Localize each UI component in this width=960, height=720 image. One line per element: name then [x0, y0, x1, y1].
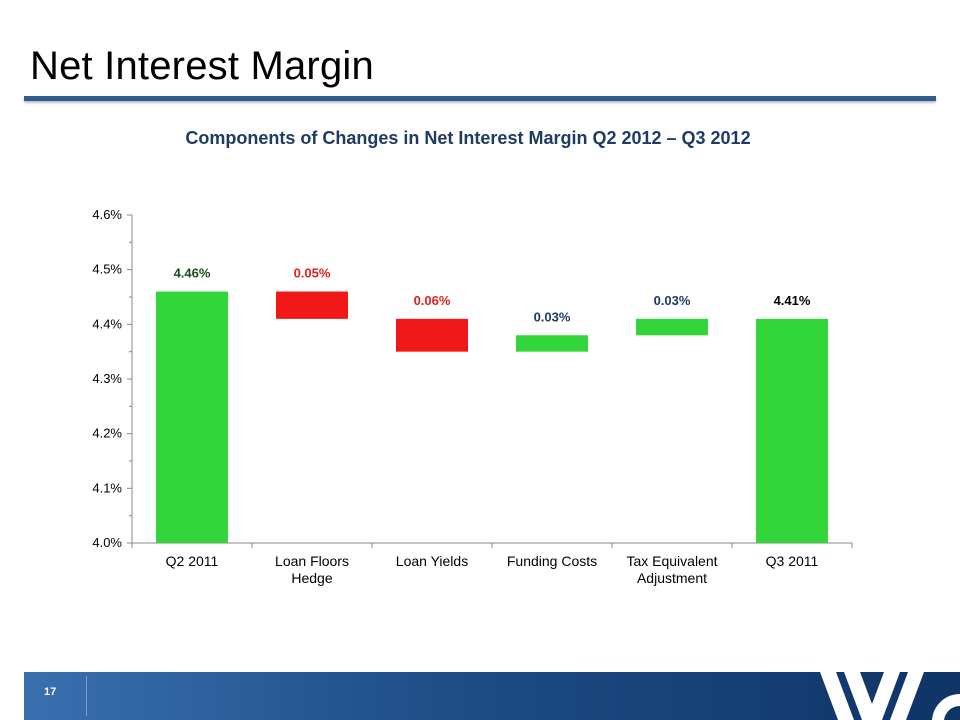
x-tick-label-5-0: Q3 2011	[766, 553, 819, 569]
bar-0	[156, 291, 228, 543]
y-tick-label-2: 4.2%	[92, 426, 122, 441]
waterfall-chart: 4.0% 4.1% 4.2% 4.3% 4.4% 4.5% 4.6% 4.46% Q2 2011…	[92, 207, 853, 586]
page-number: 17	[44, 686, 57, 698]
y-tick-label-5: 4.5%	[92, 262, 122, 277]
data-label-0: 4.46%	[174, 266, 211, 281]
y-tick-label-0: 4.0%	[92, 535, 122, 550]
bar-1	[276, 291, 348, 319]
data-label-1: 0.05%	[294, 266, 331, 281]
bar-5	[756, 318, 828, 543]
slide-title: Net Interest Margin	[30, 44, 374, 88]
x-tick-label-1-1: Hedge	[291, 570, 332, 586]
y-tick-label-6: 4.6%	[92, 207, 122, 222]
footer-divider	[86, 676, 87, 716]
x-tick-label-3-0: Funding Costs	[507, 553, 597, 569]
y-tick-label-4: 4.4%	[92, 316, 122, 331]
data-label-5: 4.41%	[774, 293, 811, 308]
x-tick-label-1-0: Loan Floors	[275, 553, 349, 569]
x-tick-label-2-0: Loan Yields	[396, 553, 468, 569]
data-label-4: 0.03%	[654, 293, 691, 308]
data-label-3: 0.03%	[534, 309, 571, 324]
y-tick-label-3: 4.3%	[92, 371, 122, 386]
bar-4	[636, 318, 708, 336]
company-logo-icon	[820, 672, 960, 720]
footer-bar	[24, 672, 960, 720]
data-label-2: 0.06%	[414, 293, 451, 308]
chart-title: Components of Changes in Net Interest Ma…	[185, 128, 751, 148]
bar-3	[516, 335, 588, 352]
title-rule	[24, 96, 936, 101]
y-tick-label-1: 4.1%	[92, 480, 122, 495]
x-tick-label-0-0: Q2 2011	[166, 553, 219, 569]
x-tick-label-4-0: Tax Equivalent	[626, 553, 717, 569]
bar-2	[396, 318, 468, 352]
x-tick-label-4-1: Adjustment	[637, 570, 707, 586]
